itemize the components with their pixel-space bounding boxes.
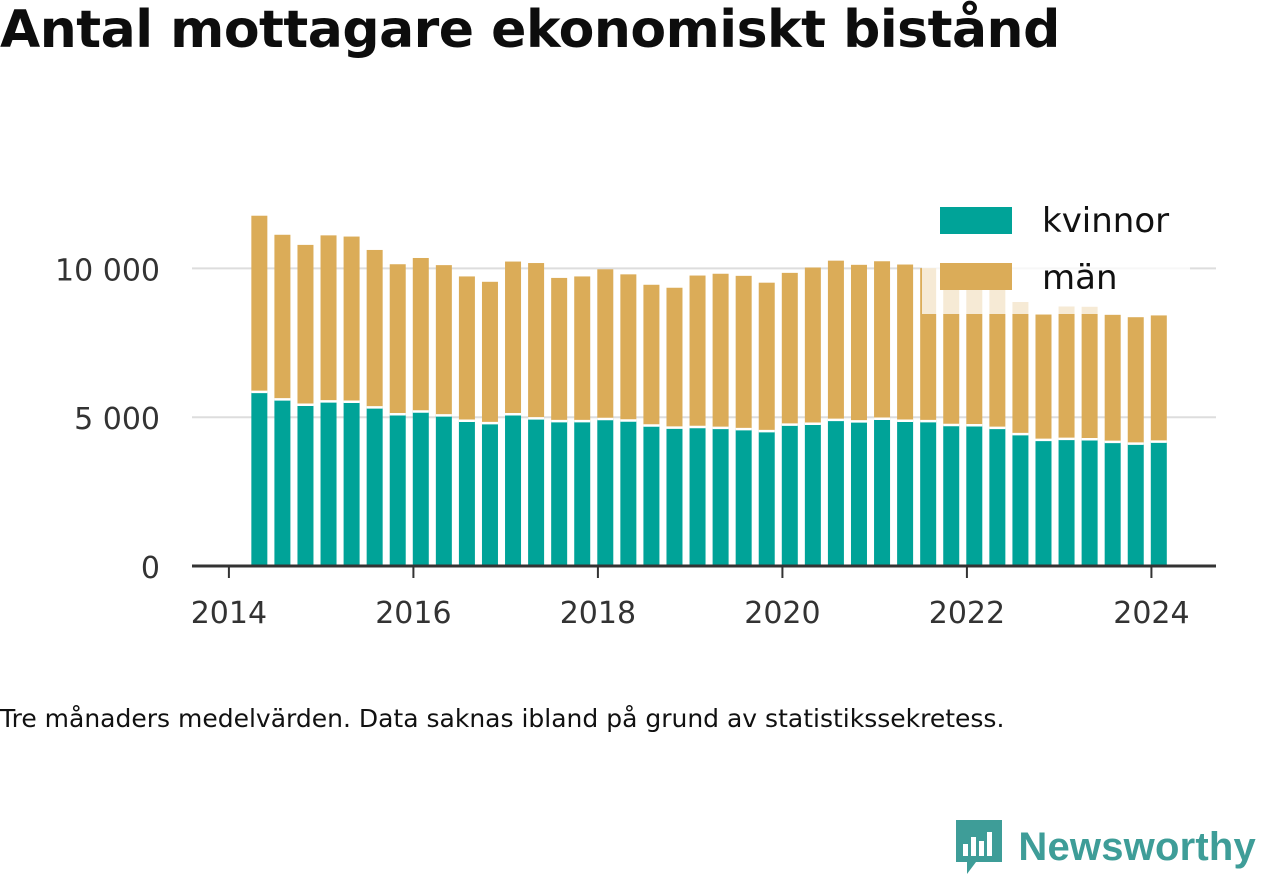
bar-kvinnor [1035,439,1052,566]
bar-man [251,215,268,392]
axes: 0 5 000 10 000 2014 2016 2018 2020 2022 2024 [55,253,1216,631]
y-tick-label: 5 000 [74,402,160,437]
bar-kvinnor [274,399,291,566]
bar-kvinnor [597,418,614,566]
legend-label-kvinnor: kvinnor [1042,201,1169,241]
bar-man [320,235,337,402]
x-tick-label: 2018 [560,596,636,631]
bar-kvinnor [850,421,867,566]
legend-swatch-kvinnor [940,207,1012,234]
bar-kvinnor [297,404,314,566]
bar-kvinnor [712,427,729,566]
bar-man [1081,306,1098,440]
bar-man [412,257,429,412]
bar-man [343,236,360,402]
bar-kvinnor [735,429,752,566]
bar-man [897,264,914,421]
bar-man [781,272,798,425]
bar-kvinnor [1104,441,1121,566]
bar-man [666,287,683,428]
bar-kvinnor [412,411,429,566]
bar-kvinnor [481,423,498,566]
bar-man [435,265,452,416]
bar-kvinnor [389,414,406,566]
bar-kvinnor [666,427,683,566]
bar-man [827,260,844,420]
bar-kvinnor [920,421,937,566]
bar-man [758,282,775,432]
bar-man [597,269,614,419]
bar-man [551,277,568,422]
bar-man [1104,314,1121,442]
bar-man [712,273,729,428]
bar-man [620,274,637,421]
legend-swatch-man [940,263,1012,290]
bar-man [735,275,752,430]
bar-man [1150,315,1167,442]
stacked-bar-chart: 0 5 000 10 000 2014 2016 2018 2020 2022 2024 kvi… [55,194,1216,631]
bar-kvinnor [1127,443,1144,566]
bar-man [458,276,475,421]
bar-kvinnor [458,420,475,566]
bar-kvinnor [1081,439,1098,566]
footnote: Tre månaders medelvärden. Data saknas ib… [0,704,1005,733]
bar-kvinnor [574,421,591,566]
x-tick-label: 2014 [191,596,267,631]
x-tick-label: 2022 [929,596,1005,631]
bar-man [366,249,383,408]
bar-man [1058,306,1075,439]
legend: kvinnor män [922,194,1190,314]
y-tick-label: 10 000 [55,253,160,288]
bar-kvinnor [620,420,637,566]
bar-kvinnor [320,401,337,566]
bar-man [297,244,314,405]
bar-kvinnor [1012,434,1029,566]
bar-kvinnor [827,419,844,566]
bar-kvinnor [874,418,891,566]
bar-man [874,261,891,419]
bars [251,215,1167,566]
chart-title: Antal mottagare ekonomiskt bistånd [0,0,1060,60]
bar-man [574,276,591,422]
bar-kvinnor [1058,438,1075,566]
x-tick-label: 2024 [1113,596,1189,631]
bar-kvinnor [804,423,821,566]
bar-man [689,275,706,428]
bar-man [481,281,498,424]
bar-kvinnor [435,415,452,566]
bar-man [850,264,867,422]
bar-kvinnor [943,424,960,566]
bar-man [1012,302,1029,435]
bar-kvinnor [989,427,1006,566]
y-tick-label: 0 [141,551,160,586]
bar-kvinnor [966,425,983,566]
brand-logo: Newsworthy [954,818,1256,876]
bar-kvinnor [505,414,522,566]
bar-kvinnor [758,431,775,566]
legend-label-man: män [1042,258,1118,298]
bar-kvinnor [781,424,798,566]
bar-kvinnor [528,418,545,566]
bar-man [804,267,821,424]
newsworthy-logo-icon [956,820,1003,874]
x-tick-label: 2020 [744,596,820,631]
bar-man [528,263,545,419]
bar-kvinnor [689,427,706,566]
bar-kvinnor [1150,441,1167,566]
bar-kvinnor [366,407,383,566]
bar-man [1127,317,1144,444]
bar-man [1035,314,1052,440]
bar-man [274,234,291,400]
bar-kvinnor [643,425,660,566]
bar-man [505,261,522,415]
bar-kvinnor [251,391,268,566]
brand-name: Newsworthy [1018,824,1256,869]
bar-kvinnor [897,420,914,566]
bar-man [389,264,406,415]
bar-kvinnor [343,401,360,566]
x-tick-label: 2016 [375,596,451,631]
bar-kvinnor [551,421,568,566]
bar-man [643,284,660,426]
